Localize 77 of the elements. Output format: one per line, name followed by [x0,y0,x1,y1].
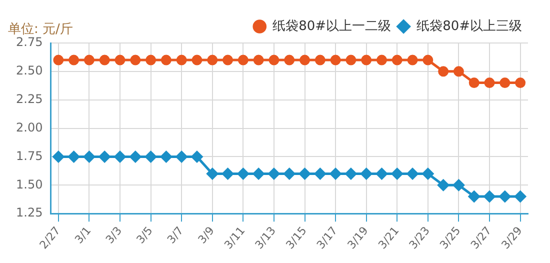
point [68,54,80,66]
point [130,54,141,66]
point [207,54,218,66]
point [468,78,480,88]
y-tick-label: 2.75 [16,35,43,50]
point [192,54,202,66]
point [484,190,496,202]
point [145,150,157,162]
point [438,66,449,77]
point [330,168,342,180]
point [484,78,495,88]
x-tick-label: 3/7 [164,224,186,246]
point [252,168,264,180]
point [361,54,372,66]
point [314,168,326,180]
point [284,168,296,180]
point [268,168,280,180]
point [99,54,110,66]
point [68,150,80,162]
point [300,54,310,66]
y-tick-label: 2.25 [16,92,43,106]
point [84,54,94,66]
y-axis-title: 单位: 元/斤 [8,21,73,37]
point [468,190,480,202]
point [160,150,172,162]
point [299,168,311,180]
y-tick-label: 2.00 [16,120,43,134]
point [330,54,341,66]
point [83,150,95,162]
point [176,150,188,162]
x-tick-label: 3/9 [196,224,217,246]
y-tick-label: 1.25 [16,206,43,220]
point [515,78,526,88]
point [376,168,388,180]
point [52,150,64,162]
point [206,168,218,180]
point [237,168,249,180]
point [422,168,434,180]
point [114,54,126,66]
point [391,168,403,180]
x-tick-label: 3/3 [103,224,124,246]
x-tick-label: 3/1 [72,224,94,246]
point [284,54,295,66]
point [406,168,418,180]
point [407,54,418,66]
point [98,150,110,162]
y-tick-label: 1.75 [16,148,43,163]
legend-label: 纸袋80#以上三级 [416,18,522,34]
point [453,66,464,77]
point [130,150,142,162]
legend-label: 纸袋80#以上一二级 [272,18,392,34]
point [314,54,326,66]
point [422,54,434,66]
point [53,54,64,66]
point [222,54,234,66]
point [238,54,248,66]
point [222,168,234,180]
y-tick-label: 2.50 [16,64,43,78]
point [500,78,510,88]
point [346,54,356,66]
y-tick-label: 1.50 [16,177,43,192]
x-tick-label: 3/5 [134,224,156,246]
point [345,168,357,180]
point [191,150,203,162]
point [114,150,126,162]
point [253,54,264,66]
point [514,190,526,202]
point [160,54,172,66]
point [268,54,280,66]
point [376,54,387,66]
point [438,179,450,191]
point [360,168,372,180]
point [452,179,464,191]
point [392,54,402,66]
point [499,190,511,202]
point [176,54,187,66]
point [146,54,156,66]
